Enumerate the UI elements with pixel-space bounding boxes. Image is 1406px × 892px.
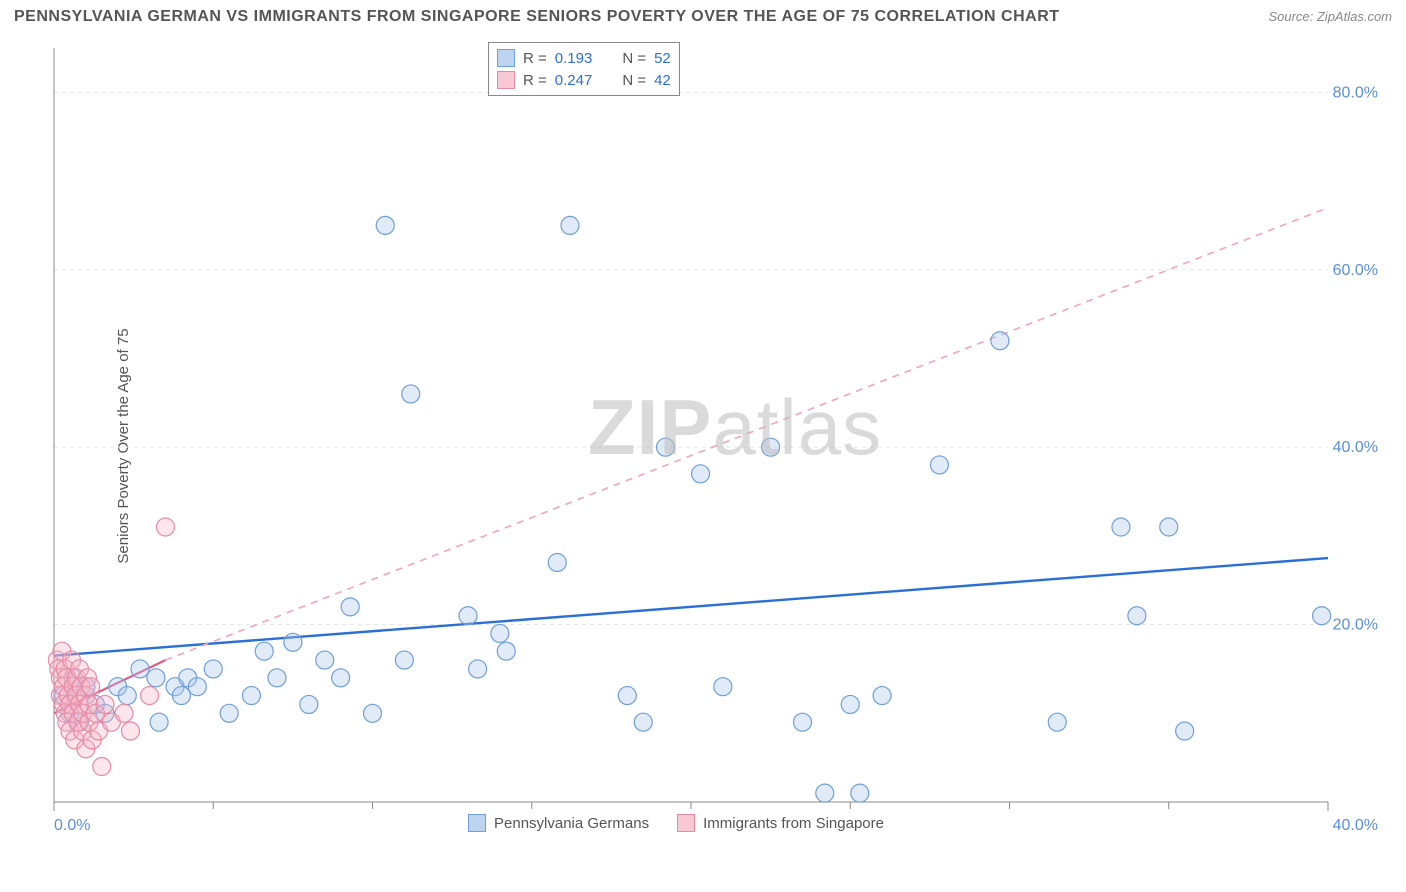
svg-text:40.0%: 40.0% bbox=[1333, 817, 1378, 834]
series-legend: Pennsylvania Germans Immigrants from Sing… bbox=[468, 814, 884, 832]
n-value: 52 bbox=[654, 50, 671, 67]
plot-area: 0.0%40.0%20.0%40.0%60.0%80.0% ZIPatlas R… bbox=[48, 42, 1388, 842]
svg-text:80.0%: 80.0% bbox=[1333, 84, 1378, 101]
source-attribution: Source: ZipAtlas.com bbox=[1268, 9, 1392, 24]
legend-label: Immigrants from Singapore bbox=[703, 815, 884, 832]
legend-item: Immigrants from Singapore bbox=[677, 814, 884, 832]
svg-text:40.0%: 40.0% bbox=[1333, 439, 1378, 456]
r-value: 0.247 bbox=[555, 72, 593, 89]
svg-text:20.0%: 20.0% bbox=[1333, 617, 1378, 634]
stat-row: R = 0.193 N = 52 bbox=[497, 47, 671, 69]
correlation-stats-box: R = 0.193 N = 52 R = 0.247 N = 42 bbox=[488, 42, 680, 96]
chart-title: PENNSYLVANIA GERMAN VS IMMIGRANTS FROM S… bbox=[14, 8, 1060, 26]
svg-text:60.0%: 60.0% bbox=[1333, 262, 1378, 279]
n-value: 42 bbox=[654, 72, 671, 89]
series-swatch bbox=[497, 71, 515, 89]
legend-item: Pennsylvania Germans bbox=[468, 814, 649, 832]
r-label: R = bbox=[523, 50, 547, 67]
r-value: 0.193 bbox=[555, 50, 593, 67]
r-label: R = bbox=[523, 72, 547, 89]
stat-row: R = 0.247 N = 42 bbox=[497, 69, 671, 91]
series-swatch bbox=[497, 49, 515, 67]
n-label: N = bbox=[622, 50, 646, 67]
n-label: N = bbox=[622, 72, 646, 89]
legend-swatch bbox=[468, 814, 486, 832]
scatter-svg: 0.0% 40.0% 20.0% 40.0% 60.0% 80.0% bbox=[48, 42, 1388, 842]
legend-swatch bbox=[677, 814, 695, 832]
svg-text:0.0%: 0.0% bbox=[54, 817, 90, 834]
legend-label: Pennsylvania Germans bbox=[494, 815, 649, 832]
